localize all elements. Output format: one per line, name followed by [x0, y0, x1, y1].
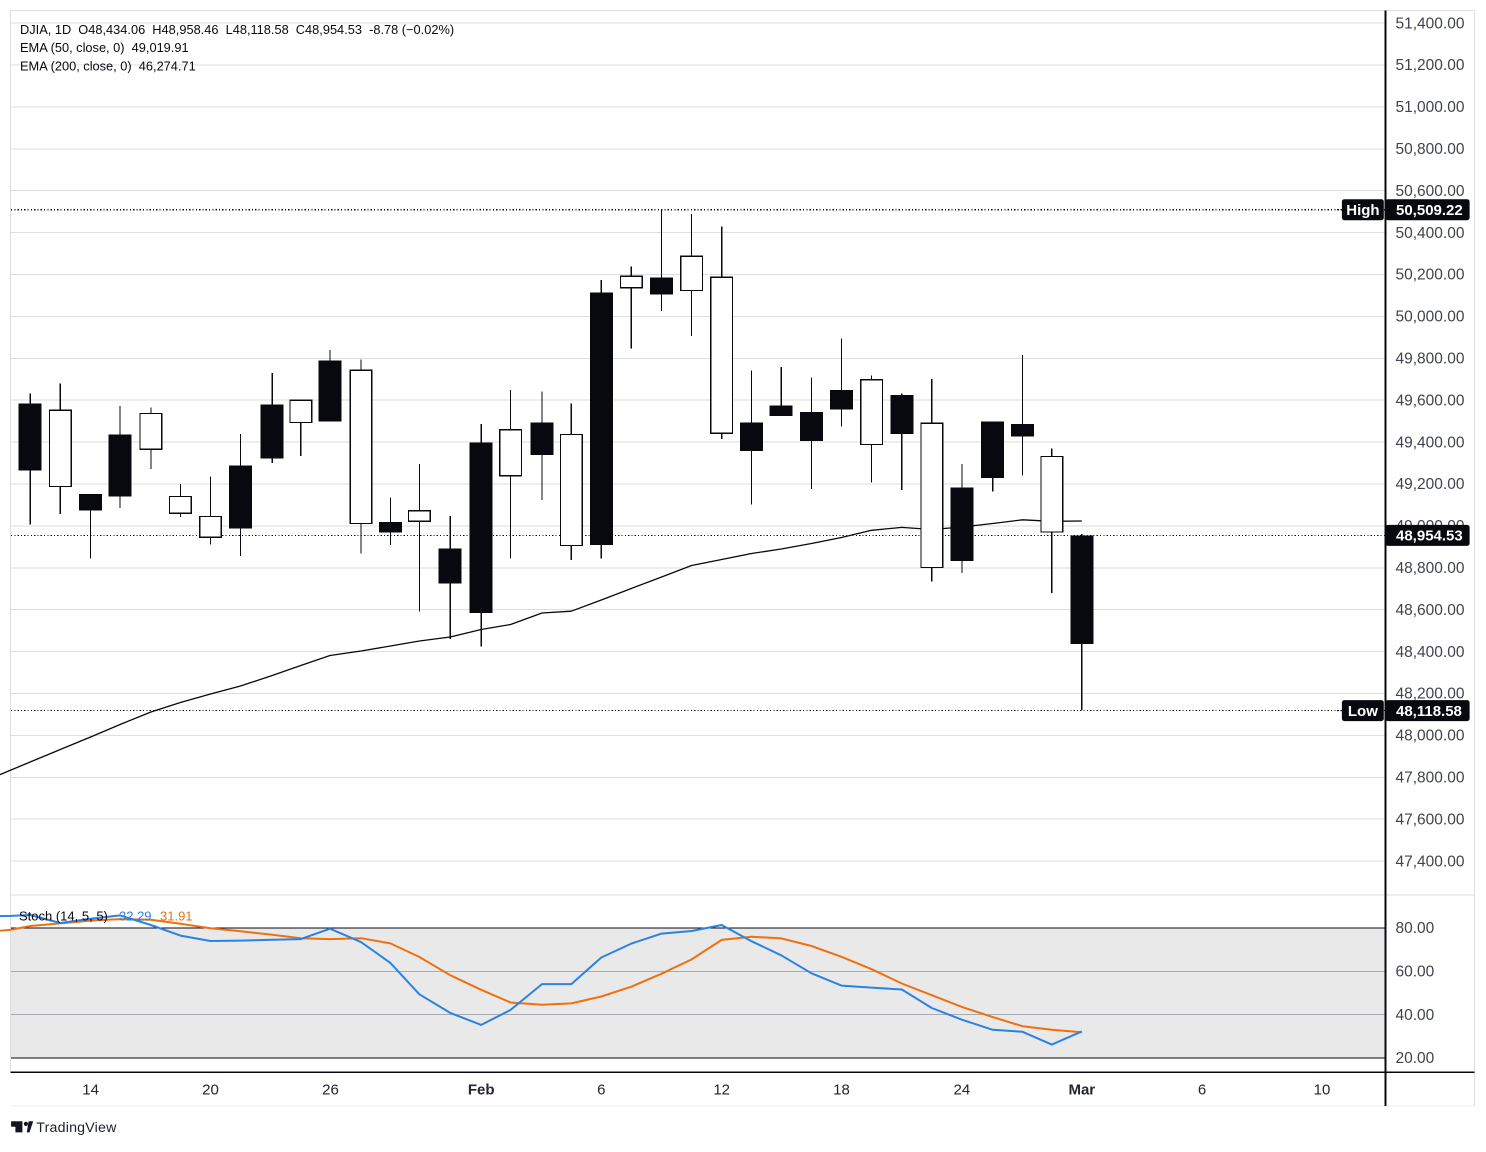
svg-text:32.29: 32.29: [119, 908, 152, 923]
svg-text:50,509.22: 50,509.22: [1396, 202, 1463, 219]
svg-text:40.00: 40.00: [1396, 1007, 1435, 1024]
svg-text:24: 24: [954, 1081, 971, 1098]
svg-text:14: 14: [82, 1081, 99, 1098]
svg-text:Stoch (14, 5, 5): Stoch (14, 5, 5): [19, 908, 108, 923]
svg-text:Low: Low: [1348, 703, 1378, 720]
svg-text:51,000.00: 51,000.00: [1396, 99, 1465, 116]
svg-text:10: 10: [1314, 1081, 1331, 1098]
svg-text:6: 6: [1198, 1081, 1206, 1098]
svg-text:49,600.00: 49,600.00: [1396, 392, 1465, 409]
svg-text:80.00: 80.00: [1396, 920, 1435, 937]
svg-text:50,000.00: 50,000.00: [1396, 309, 1465, 326]
svg-text:51,200.00: 51,200.00: [1396, 57, 1465, 74]
svg-text:47,600.00: 47,600.00: [1396, 811, 1465, 828]
svg-text:31.91: 31.91: [160, 908, 193, 923]
svg-text:49,200.00: 49,200.00: [1396, 476, 1465, 493]
svg-text:60.00: 60.00: [1396, 964, 1435, 981]
svg-text:18: 18: [833, 1081, 850, 1098]
svg-text:TradingView: TradingView: [36, 1120, 117, 1136]
svg-text:50,600.00: 50,600.00: [1396, 183, 1465, 200]
svg-text:20.00: 20.00: [1396, 1050, 1435, 1067]
svg-text:EMA (200, close, 0) 46,274.71: EMA (200, close, 0) 46,274.71: [20, 58, 196, 73]
svg-text:48,118.58: 48,118.58: [1396, 703, 1462, 720]
svg-text:47,800.00: 47,800.00: [1396, 770, 1465, 787]
svg-text:20: 20: [202, 1081, 219, 1098]
svg-text:48,200.00: 48,200.00: [1396, 686, 1465, 703]
svg-text:DJIA, 1D O48,434.06 H48,958.: DJIA, 1D O48,434.06 H48,958.46 L48,118.5…: [20, 22, 454, 37]
svg-text:48,000.00: 48,000.00: [1396, 728, 1465, 745]
svg-text:26: 26: [322, 1081, 339, 1098]
svg-text:49,400.00: 49,400.00: [1396, 434, 1465, 451]
svg-text:6: 6: [597, 1081, 605, 1098]
svg-text:50,200.00: 50,200.00: [1396, 267, 1465, 284]
svg-text:50,800.00: 50,800.00: [1396, 141, 1465, 158]
svg-text:48,800.00: 48,800.00: [1396, 560, 1465, 577]
svg-text:48,400.00: 48,400.00: [1396, 644, 1465, 661]
svg-text:48,954.53: 48,954.53: [1396, 528, 1463, 545]
svg-text:High: High: [1346, 202, 1379, 219]
svg-text:48,600.00: 48,600.00: [1396, 602, 1465, 619]
svg-text:51,400.00: 51,400.00: [1396, 15, 1465, 32]
svg-text:EMA (50, close, 0) 49,019.91: EMA (50, close, 0) 49,019.91: [20, 40, 189, 55]
svg-text:Feb: Feb: [468, 1081, 495, 1098]
svg-text:50,400.00: 50,400.00: [1396, 225, 1465, 242]
svg-text:47,400.00: 47,400.00: [1396, 853, 1465, 870]
svg-text:Mar: Mar: [1068, 1081, 1095, 1098]
svg-text:49,800.00: 49,800.00: [1396, 351, 1465, 368]
svg-text:12: 12: [713, 1081, 730, 1098]
